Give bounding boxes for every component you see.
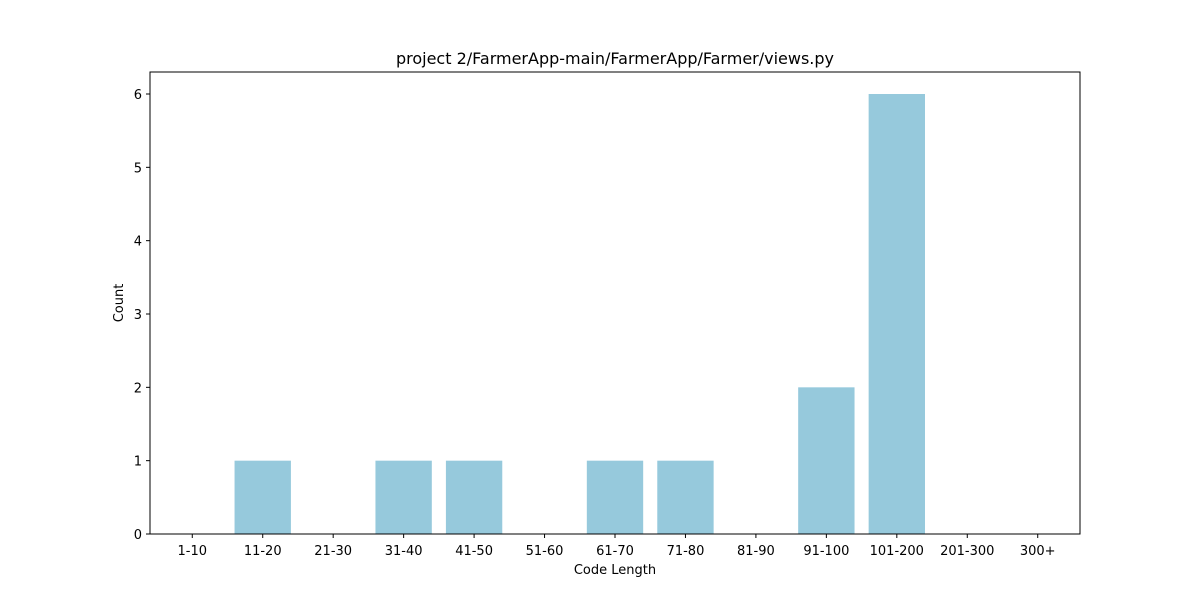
y-tick-label: 1	[134, 455, 142, 470]
y-tick-label: 5	[134, 161, 142, 176]
bar-101-200	[868, 94, 925, 534]
bars-layer	[234, 94, 925, 534]
x-tick-label: 11-20	[244, 544, 282, 559]
bar-41-50	[445, 460, 503, 534]
y-tick-label: 0	[134, 528, 142, 543]
x-tick-label: 61-70	[596, 544, 634, 559]
x-axis-ticks: 1-10 11-20 21-30 31-40 41-50 51-60 61-70 71-80 8…	[178, 534, 1056, 559]
x-tick-label: 1-10	[178, 544, 208, 559]
x-tick-label: 201-300	[940, 544, 994, 559]
bar-71-80	[657, 460, 714, 534]
y-tick-label: 6	[134, 88, 142, 103]
y-tick-label: 4	[134, 235, 142, 250]
y-axis-label: Count	[112, 284, 127, 323]
x-tick-label: 91-100	[803, 544, 849, 559]
x-tick-label: 101-200	[870, 544, 924, 559]
y-tick-label: 2	[134, 381, 142, 396]
x-tick-label: 300+	[1020, 544, 1056, 559]
bar-61-70	[586, 460, 644, 534]
x-axis-label: Code Length	[574, 563, 656, 578]
x-tick-label: 71-80	[667, 544, 705, 559]
bar-31-40	[375, 460, 432, 534]
bar-91-100	[798, 387, 855, 534]
x-tick-label: 21-30	[314, 544, 352, 559]
bar-11-20	[234, 460, 291, 534]
y-tick-label: 3	[134, 308, 142, 323]
x-tick-label: 41-50	[455, 544, 493, 559]
chart-title: project 2/FarmerApp-main/FarmerApp/Farme…	[396, 49, 834, 68]
x-tick-label: 31-40	[385, 544, 423, 559]
y-axis-ticks: 0 1 2 3 4 5 6	[134, 88, 150, 543]
x-tick-label: 81-90	[737, 544, 775, 559]
x-tick-label: 51-60	[526, 544, 564, 559]
